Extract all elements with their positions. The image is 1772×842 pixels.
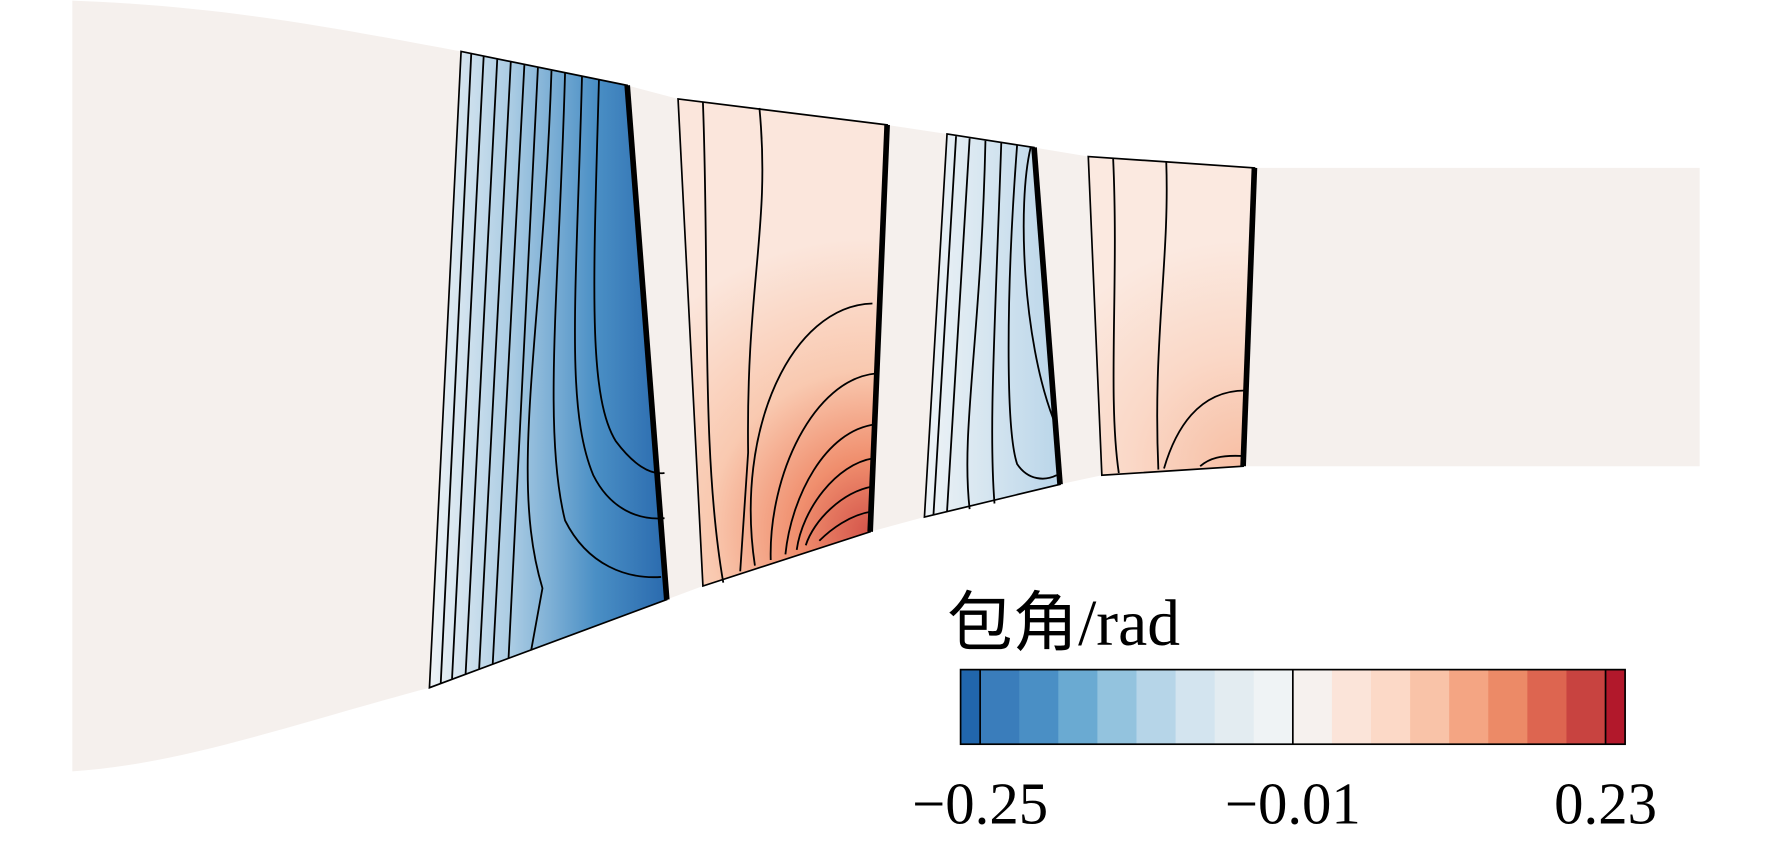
colorbar-tick-label: −0.25 (912, 771, 1048, 836)
colorbar-band (980, 669, 1020, 745)
colorbar-band (1136, 669, 1177, 745)
blade-3 (923, 132, 1063, 519)
colorbar: −0.25 −0.01 0.23 (912, 668, 1657, 836)
colorbar-band (1410, 669, 1450, 745)
colorbar-band (1292, 669, 1333, 745)
colorbar-band (1371, 669, 1411, 745)
colorbar-tick-label: 0.23 (1554, 771, 1657, 836)
colorbar-title: 包角/rad (947, 588, 1180, 660)
colorbar-band (1097, 669, 1138, 745)
colorbar-band (1331, 669, 1372, 745)
colorbar-band (960, 669, 981, 745)
colorbar-band (1214, 669, 1255, 745)
blade-4 (1087, 155, 1258, 477)
colorbar-band (1449, 669, 1489, 745)
colorbar-band (1019, 669, 1059, 745)
colorbar-band (1488, 669, 1528, 745)
colorbar-band (1527, 669, 1568, 745)
colorbar-band (1253, 669, 1294, 745)
colorbar-band (1605, 669, 1626, 745)
colorbar-tick-label: −0.01 (1225, 771, 1361, 836)
colorbar-band (1175, 669, 1216, 745)
blade-2 (677, 97, 890, 588)
colorbar-band (1058, 669, 1098, 745)
flow-passage (72, 0, 1700, 772)
blade-1 (428, 50, 670, 689)
colorbar-band (1566, 669, 1607, 745)
